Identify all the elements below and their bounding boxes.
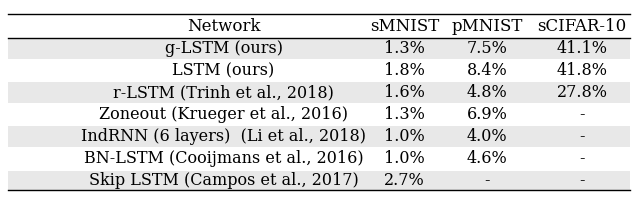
Text: -: - (484, 172, 490, 189)
Text: 1.8%: 1.8% (384, 62, 425, 79)
Text: 27.8%: 27.8% (557, 84, 608, 101)
Text: Skip LSTM (Campos et al., 2017): Skip LSTM (Campos et al., 2017) (89, 172, 358, 189)
Text: 1.3%: 1.3% (384, 40, 425, 57)
Text: 1.0%: 1.0% (384, 150, 425, 167)
Text: -: - (579, 128, 585, 145)
Text: 4.0%: 4.0% (467, 128, 508, 145)
Text: BN-LSTM (Cooijmans et al., 2016): BN-LSTM (Cooijmans et al., 2016) (84, 150, 364, 167)
Text: LSTM (ours): LSTM (ours) (172, 62, 275, 79)
Text: 7.5%: 7.5% (467, 40, 508, 57)
Text: 1.3%: 1.3% (384, 106, 425, 123)
Text: -: - (579, 106, 585, 123)
Text: 6.9%: 6.9% (467, 106, 508, 123)
Text: IndRNN (6 layers)  (Li et al., 2018): IndRNN (6 layers) (Li et al., 2018) (81, 128, 366, 145)
Text: Network: Network (187, 18, 260, 35)
Text: pMNIST: pMNIST (451, 18, 523, 35)
FancyBboxPatch shape (8, 38, 630, 59)
Text: sMNIST: sMNIST (370, 18, 439, 35)
Text: 1.6%: 1.6% (384, 84, 425, 101)
Text: 41.8%: 41.8% (557, 62, 608, 79)
Text: 4.8%: 4.8% (467, 84, 508, 101)
Text: g-LSTM (ours): g-LSTM (ours) (164, 40, 282, 57)
Text: -: - (579, 172, 585, 189)
Text: 4.6%: 4.6% (467, 150, 508, 167)
Text: r-LSTM (Trinh et al., 2018): r-LSTM (Trinh et al., 2018) (113, 84, 334, 101)
Text: -: - (579, 150, 585, 167)
Text: sCIFAR-10: sCIFAR-10 (538, 18, 627, 35)
FancyBboxPatch shape (8, 82, 630, 103)
Text: 8.4%: 8.4% (467, 62, 508, 79)
Text: 1.0%: 1.0% (384, 128, 425, 145)
Text: 2.7%: 2.7% (384, 172, 425, 189)
Text: 41.1%: 41.1% (557, 40, 608, 57)
Text: Zoneout (Krueger et al., 2016): Zoneout (Krueger et al., 2016) (99, 106, 348, 123)
FancyBboxPatch shape (8, 126, 630, 147)
FancyBboxPatch shape (8, 171, 630, 191)
